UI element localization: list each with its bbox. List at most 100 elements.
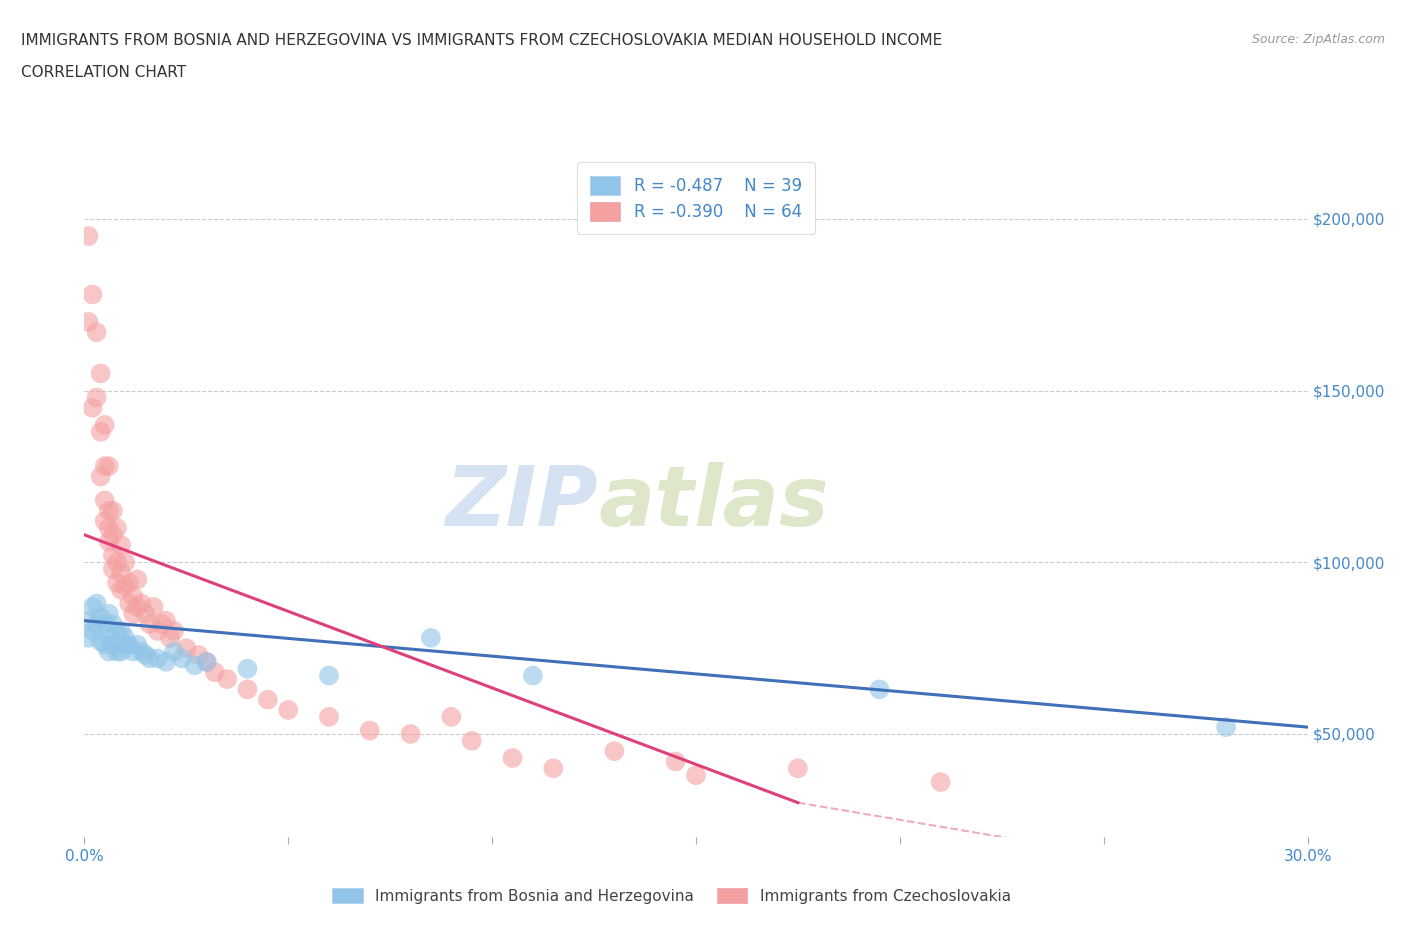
Point <box>93 513 117 528</box>
Point <box>82 287 104 302</box>
Point <box>93 617 117 631</box>
Point <box>110 623 132 638</box>
Point <box>101 637 124 652</box>
Point <box>101 503 124 518</box>
Point <box>318 668 340 683</box>
Point <box>522 668 544 683</box>
Point <box>502 751 524 765</box>
Point <box>93 637 117 652</box>
Point <box>138 651 160 666</box>
Point <box>86 390 108 405</box>
Point <box>159 631 181 645</box>
Point <box>105 521 128 536</box>
Point <box>86 617 108 631</box>
Point <box>105 576 128 591</box>
Point <box>110 565 132 580</box>
Point <box>77 631 100 645</box>
Point <box>929 775 952 790</box>
Text: IMMIGRANTS FROM BOSNIA AND HERZEGOVINA VS IMMIGRANTS FROM CZECHOSLOVAKIA MEDIAN : IMMIGRANTS FROM BOSNIA AND HERZEGOVINA V… <box>21 33 942 47</box>
Point <box>155 655 177 670</box>
Point <box>420 631 443 645</box>
Point <box>82 600 104 615</box>
Point <box>787 761 810 776</box>
Text: atlas: atlas <box>598 461 828 543</box>
Point <box>236 682 259 697</box>
Point <box>122 590 145 604</box>
Point <box>135 606 157 621</box>
Point <box>122 644 145 659</box>
Point <box>90 366 112 381</box>
Point <box>318 710 340 724</box>
Point <box>114 631 136 645</box>
Point <box>138 617 160 631</box>
Point <box>105 623 128 638</box>
Point <box>127 637 149 652</box>
Text: Source: ZipAtlas.com: Source: ZipAtlas.com <box>1251 33 1385 46</box>
Point <box>86 596 108 611</box>
Point <box>97 644 120 659</box>
Point <box>183 658 205 672</box>
Point <box>359 724 381 738</box>
Point <box>97 534 120 549</box>
Point <box>135 647 157 662</box>
Point <box>82 400 104 415</box>
Point <box>101 562 124 577</box>
Point <box>77 613 100 628</box>
Point <box>101 548 124 563</box>
Point <box>163 623 186 638</box>
Point <box>110 538 132 552</box>
Legend: Immigrants from Bosnia and Herzegovina, Immigrants from Czechoslovakia: Immigrants from Bosnia and Herzegovina, … <box>326 882 1017 910</box>
Point <box>543 761 565 776</box>
Point <box>131 644 153 659</box>
Point <box>461 734 484 749</box>
Point <box>236 661 259 676</box>
Point <box>195 655 218 670</box>
Point <box>118 576 141 591</box>
Point <box>101 617 124 631</box>
Point <box>97 606 120 621</box>
Point <box>665 754 688 769</box>
Point <box>97 458 120 473</box>
Point <box>105 644 128 659</box>
Point <box>204 665 226 680</box>
Point <box>97 631 120 645</box>
Point <box>101 527 124 542</box>
Point <box>90 469 112 484</box>
Point <box>86 325 108 339</box>
Point <box>114 637 136 652</box>
Point <box>118 637 141 652</box>
Point <box>114 555 136 570</box>
Point <box>176 641 198 656</box>
Point <box>187 647 209 662</box>
Point <box>150 617 173 631</box>
Point <box>195 655 218 670</box>
Point <box>93 493 117 508</box>
Point <box>399 726 422 741</box>
Point <box>93 418 117 432</box>
Point <box>142 600 165 615</box>
Point <box>146 623 169 638</box>
Point <box>97 521 120 536</box>
Point <box>82 623 104 638</box>
Point <box>110 644 132 659</box>
Point <box>77 229 100 244</box>
Point <box>105 555 128 570</box>
Point <box>869 682 891 697</box>
Point <box>93 458 117 473</box>
Text: ZIP: ZIP <box>446 461 598 543</box>
Point <box>172 651 194 666</box>
Text: CORRELATION CHART: CORRELATION CHART <box>21 65 186 80</box>
Point <box>277 702 299 717</box>
Point <box>90 634 112 649</box>
Point <box>122 606 145 621</box>
Point <box>440 710 463 724</box>
Point <box>155 613 177 628</box>
Point <box>217 671 239 686</box>
Point <box>163 644 186 659</box>
Point <box>127 572 149 587</box>
Point <box>1215 720 1237 735</box>
Point <box>127 600 149 615</box>
Point <box>97 503 120 518</box>
Point <box>603 744 626 759</box>
Point <box>118 596 141 611</box>
